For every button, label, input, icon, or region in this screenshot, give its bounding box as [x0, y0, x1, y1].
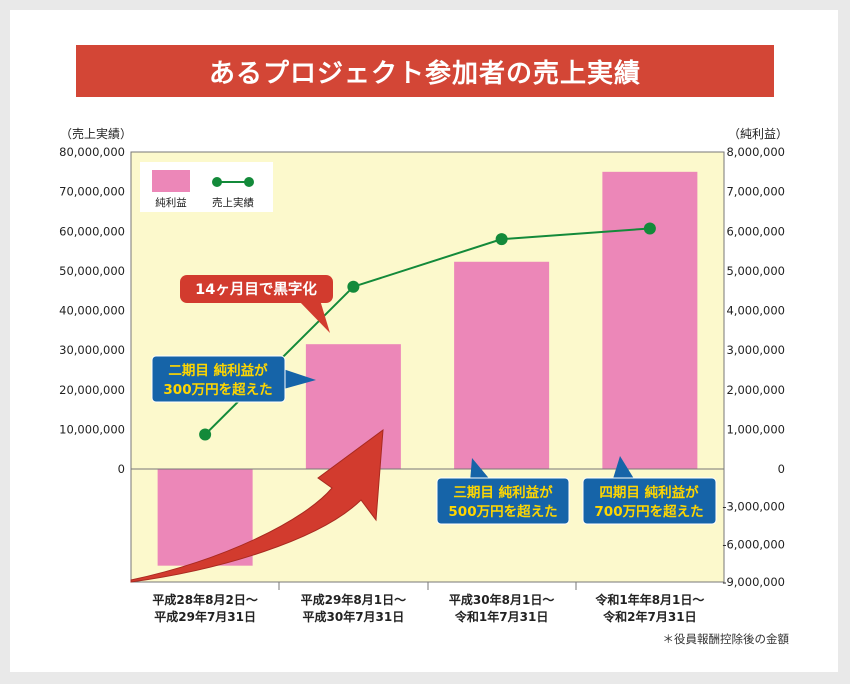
category-label: 平成30年8月1日～: [449, 592, 554, 607]
callout-line: 700万円を超えた: [594, 503, 703, 520]
category-label: 令和2年7月31日: [602, 609, 696, 624]
footnote: ＊役員報酬控除後の金額: [663, 632, 790, 646]
right-tick-label: 6,000,000: [726, 224, 785, 238]
right-tick-label: 2,000,000: [726, 383, 785, 397]
right-axis-title: （純利益）: [728, 127, 788, 141]
callout-pointer: [612, 456, 636, 482]
callout-pointer: [280, 368, 316, 390]
callout-box: [151, 355, 286, 403]
bar-net-profit: [305, 344, 401, 469]
callout-box: [436, 477, 570, 525]
category-label: 平成28年8月2日～: [152, 592, 257, 607]
legend-line-marker: [244, 177, 254, 187]
category-label: 平成29年8月1日～: [301, 592, 406, 607]
red-callout-pointer: [298, 300, 330, 333]
left-tick-label: 0: [118, 462, 125, 476]
right-tick-label: 3,000,000: [726, 343, 785, 357]
red-callout: 14ヶ月目で黒字化: [180, 275, 333, 333]
callout-line: 300万円を超えた: [163, 381, 272, 398]
left-tick-label: 80,000,000: [59, 145, 125, 159]
callout-period-4: 四期目 純利益が 700万円を超えた: [582, 456, 717, 525]
callout-period-2: 二期目 純利益が 300万円を超えた: [151, 355, 316, 403]
right-tick-label: 5,000,000: [726, 264, 785, 278]
callout-pointer: [470, 458, 492, 482]
legend-label-line: 売上実績: [212, 196, 254, 209]
category-label: 平成29年7月31日: [154, 609, 256, 624]
page-title: あるプロジェクト参加者の売上実績: [76, 45, 774, 97]
left-tick-label: 50,000,000: [59, 264, 125, 278]
growth-arrow: [130, 428, 384, 583]
right-tick-label: -3,000,000: [722, 500, 785, 514]
right-tick-label: 8,000,000: [726, 145, 785, 159]
legend: 純利益 売上実績: [140, 162, 273, 212]
callout-line: 二期目 純利益が: [168, 362, 268, 379]
left-tick-label: 20,000,000: [59, 383, 125, 397]
sales-point: [495, 233, 508, 246]
right-tick-label: 1,000,000: [726, 422, 785, 436]
legend-line-marker: [212, 177, 222, 187]
sales-point: [643, 222, 656, 235]
left-tick-label: 70,000,000: [59, 185, 125, 199]
red-callout-box: [180, 275, 333, 303]
callout-line: 500万円を超えた: [448, 503, 557, 520]
legend-bar-swatch: [152, 170, 190, 192]
right-tick-label: 7,000,000: [726, 185, 785, 199]
left-tick-label: 30,000,000: [59, 343, 125, 357]
bar-net-profit: [454, 261, 550, 469]
category-label: 令和1年7月31日: [454, 609, 548, 624]
legend-label-bar: 純利益: [155, 196, 187, 209]
left-axis-title: （売上実績）: [60, 126, 132, 141]
category-label: 平成30年7月31日: [303, 609, 405, 624]
callout-line: 三期目 純利益が: [453, 484, 553, 501]
sales-point: [347, 280, 360, 293]
right-tick-label: 0: [778, 462, 785, 476]
category-label: 令和1年年8月1日～: [594, 592, 704, 607]
left-tick-label: 60,000,000: [59, 224, 125, 238]
left-tick-label: 40,000,000: [59, 304, 125, 318]
sales-point: [199, 428, 212, 441]
red-callout-text: 14ヶ月目で黒字化: [195, 280, 317, 298]
right-tick-label: -6,000,000: [722, 537, 785, 551]
right-tick-label: -9,000,000: [722, 575, 785, 589]
right-tick-label: 4,000,000: [726, 304, 785, 318]
callout-line: 四期目 純利益が: [599, 484, 699, 501]
callout-period-3: 三期目 純利益が 500万円を超えた: [436, 458, 570, 525]
left-tick-label: 10,000,000: [59, 422, 125, 436]
callout-box: [582, 477, 717, 525]
bar-net-profit: [602, 171, 698, 469]
